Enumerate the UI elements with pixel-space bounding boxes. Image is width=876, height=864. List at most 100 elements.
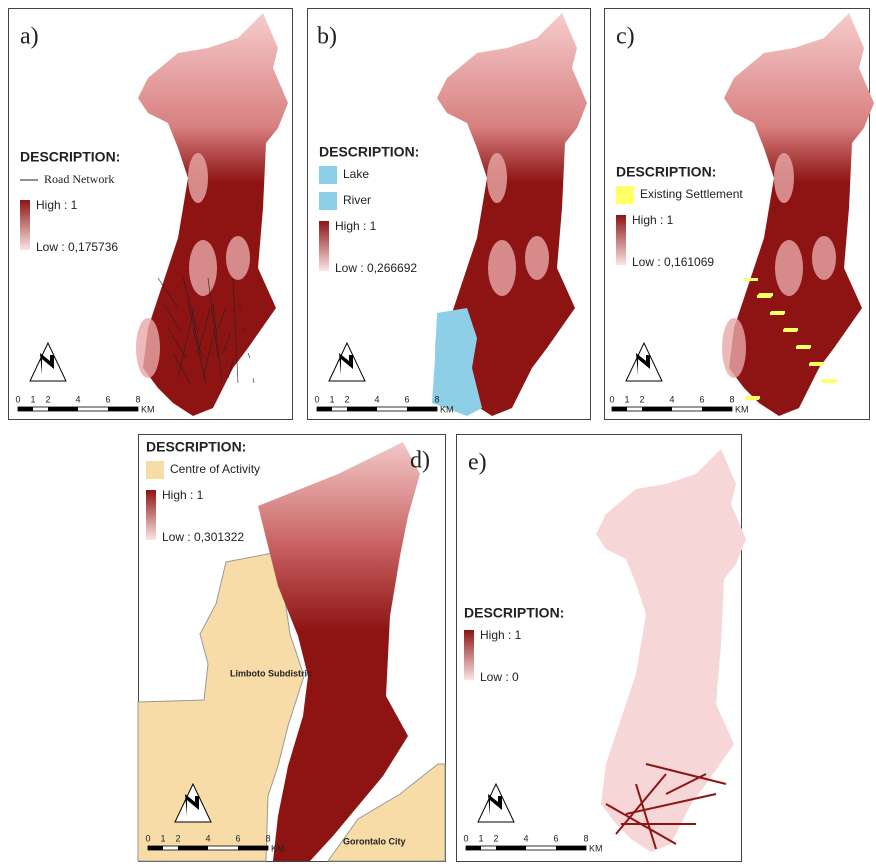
panel-label: d) bbox=[410, 448, 430, 474]
scale-segment bbox=[642, 407, 672, 411]
low-zone bbox=[188, 153, 208, 203]
low-zone bbox=[189, 240, 217, 296]
scale-tick: 0 bbox=[463, 833, 468, 843]
scale-tick: 2 bbox=[639, 394, 644, 404]
scale-tick: 0 bbox=[145, 833, 150, 843]
panel-label: c) bbox=[616, 24, 635, 50]
scale-tick: 4 bbox=[205, 833, 210, 843]
legend-high: High : 1 bbox=[632, 213, 674, 227]
low-zone bbox=[774, 153, 794, 203]
scale-segment bbox=[556, 846, 586, 850]
scale-tick: 2 bbox=[175, 833, 180, 843]
legend-swatch bbox=[616, 186, 634, 204]
legend-item: Lake bbox=[343, 167, 369, 181]
low-zone bbox=[487, 153, 507, 203]
legend-title: DESCRIPTION: bbox=[146, 439, 246, 455]
map-panel: c) DESCRIPTION: Existing Settlement High : … bbox=[605, 9, 875, 420]
legend-swatch bbox=[319, 192, 337, 210]
scale-tick: 8 bbox=[265, 833, 270, 843]
legend-low: Low : 0,266692 bbox=[335, 261, 417, 275]
low-zone bbox=[722, 318, 746, 378]
scale-tick: 4 bbox=[374, 394, 379, 404]
scale-segment bbox=[18, 407, 33, 411]
legend-high: High : 1 bbox=[480, 628, 522, 642]
settlement bbox=[784, 328, 798, 331]
scale-tick: 4 bbox=[75, 394, 80, 404]
legend-gradient bbox=[146, 490, 156, 540]
legend-item: Centre of Activity bbox=[170, 462, 260, 476]
low-zone bbox=[136, 318, 160, 378]
settlement bbox=[771, 311, 785, 314]
map-panel: Limboto Subdistric Gorontalo City d) DESCRI… bbox=[138, 435, 446, 862]
panel-label: e) bbox=[468, 450, 487, 476]
place-label: Limboto Subdistric bbox=[230, 668, 312, 678]
legend-low: Low : 0,175736 bbox=[36, 240, 118, 254]
scale-tick: 0 bbox=[609, 394, 614, 404]
low-zone bbox=[525, 236, 549, 280]
scale-tick: 2 bbox=[493, 833, 498, 843]
scale-tick: 1 bbox=[624, 394, 629, 404]
scale-tick: 1 bbox=[478, 833, 483, 843]
scale-segment bbox=[407, 407, 437, 411]
settlement bbox=[744, 278, 758, 281]
scale-segment bbox=[466, 846, 481, 850]
scale-tick: 6 bbox=[404, 394, 409, 404]
low-zone bbox=[775, 240, 803, 296]
scale-segment bbox=[48, 407, 78, 411]
scale-tick: 8 bbox=[729, 394, 734, 404]
scale-segment bbox=[702, 407, 732, 411]
scale-segment bbox=[347, 407, 377, 411]
scale-segment bbox=[108, 407, 138, 411]
legend-low: Low : 0 bbox=[480, 670, 519, 684]
scale-tick: 6 bbox=[235, 833, 240, 843]
legend-high: High : 1 bbox=[162, 488, 204, 502]
scale-segment bbox=[148, 846, 163, 850]
scale-tick: 1 bbox=[160, 833, 165, 843]
legend-low: Low : 0,161069 bbox=[632, 255, 714, 269]
scale-segment bbox=[238, 846, 268, 850]
scale-unit: KM bbox=[440, 404, 454, 414]
scale-tick: 4 bbox=[669, 394, 674, 404]
scale-unit: KM bbox=[735, 404, 749, 414]
settlement bbox=[759, 293, 773, 296]
figure: a)DESCRIPTION:Road NetworkHigh : 1Low : … bbox=[0, 0, 876, 864]
scale-unit: KM bbox=[271, 843, 285, 853]
scale-tick: 8 bbox=[135, 394, 140, 404]
scale-tick: 2 bbox=[45, 394, 50, 404]
settlement bbox=[797, 345, 811, 348]
scale-tick: 0 bbox=[15, 394, 20, 404]
settlement bbox=[810, 362, 824, 365]
scale-unit: KM bbox=[141, 404, 155, 414]
legend-swatch bbox=[146, 461, 164, 479]
legend-gradient bbox=[464, 630, 474, 680]
scale-segment bbox=[317, 407, 332, 411]
scale-tick: 4 bbox=[523, 833, 528, 843]
scale-segment bbox=[496, 846, 526, 850]
legend-item: Road Network bbox=[44, 172, 114, 186]
legend-high: High : 1 bbox=[36, 198, 78, 212]
legend-title: DESCRIPTION: bbox=[319, 144, 419, 160]
legend-item: Existing Settlement bbox=[640, 187, 743, 201]
scale-tick: 1 bbox=[30, 394, 35, 404]
legend-gradient bbox=[319, 221, 329, 271]
legend-swatch bbox=[319, 166, 337, 184]
low-zone bbox=[812, 236, 836, 280]
low-zone bbox=[488, 240, 516, 296]
scale-unit: KM bbox=[589, 843, 603, 853]
scale-segment bbox=[178, 846, 208, 850]
legend-high: High : 1 bbox=[335, 219, 377, 233]
scale-tick: 6 bbox=[553, 833, 558, 843]
panel-label: b) bbox=[317, 24, 337, 50]
place-label: Gorontalo City bbox=[343, 836, 406, 846]
scale-tick: 8 bbox=[583, 833, 588, 843]
scale-tick: 6 bbox=[699, 394, 704, 404]
scale-segment bbox=[612, 407, 627, 411]
scale-tick: 2 bbox=[344, 394, 349, 404]
settlement bbox=[746, 396, 760, 399]
legend-low: Low : 0,301322 bbox=[162, 530, 244, 544]
legend-title: DESCRIPTION: bbox=[616, 164, 716, 180]
scale-tick: 0 bbox=[314, 394, 319, 404]
